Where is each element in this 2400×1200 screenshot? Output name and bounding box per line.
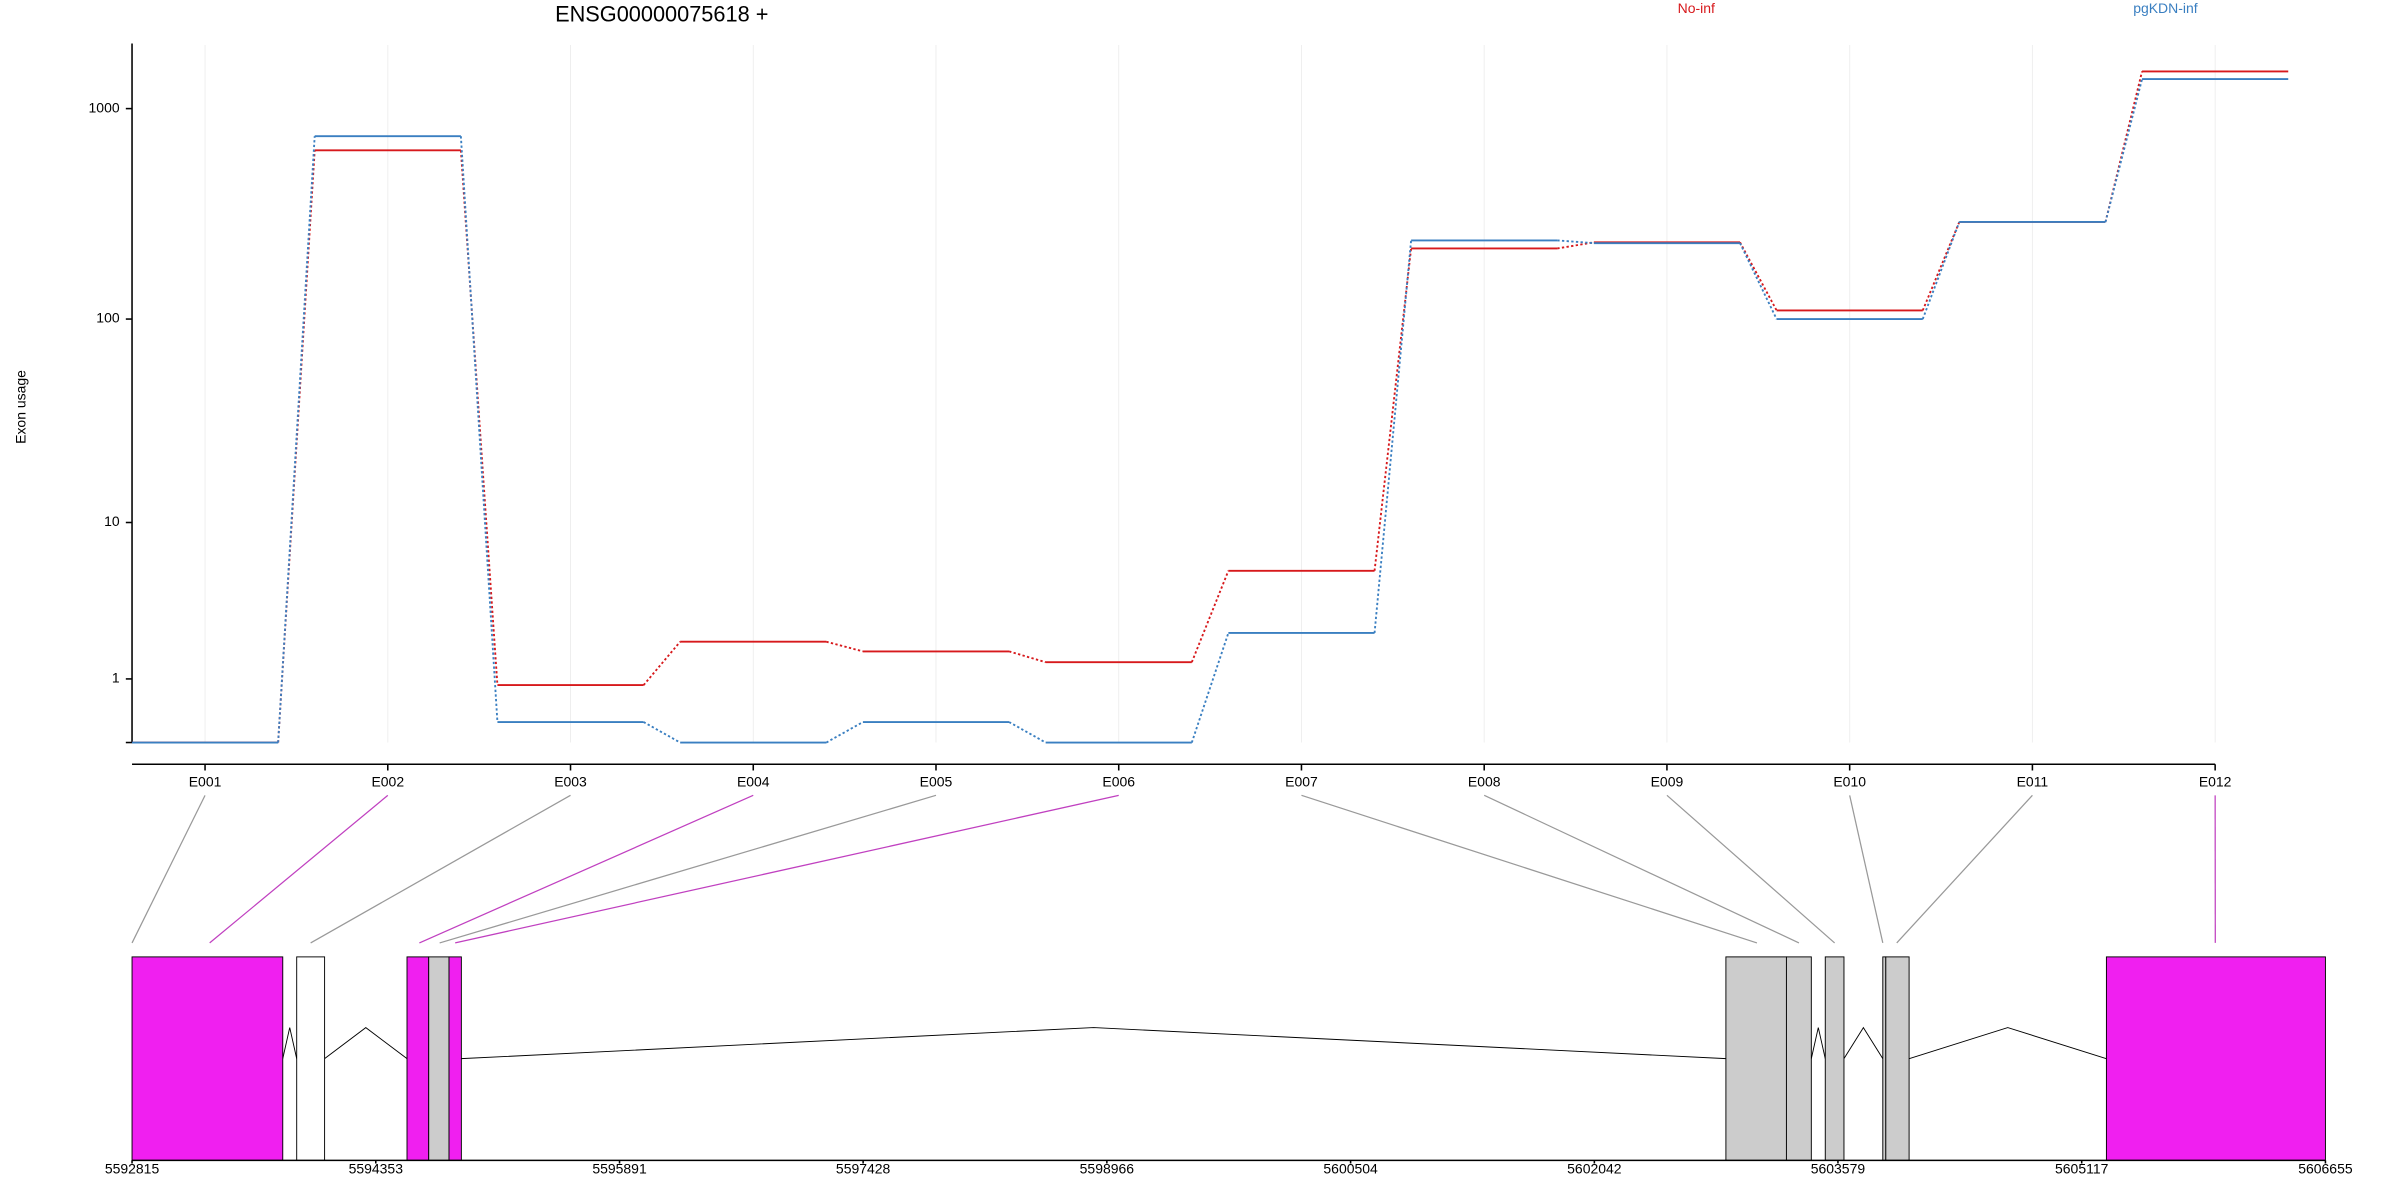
legend-label: No-inf — [1678, 0, 1715, 16]
intron — [1843, 1026, 1884, 1059]
connector — [1557, 239, 1594, 245]
x-tick-label: E005 — [920, 774, 953, 790]
connector — [1190, 632, 1230, 743]
genomic-tick-label: 5602042 — [1567, 1160, 1622, 1176]
connector — [277, 136, 316, 743]
genomic-tick-label: 5598966 — [1080, 1160, 1135, 1176]
x-tick-label: E003 — [554, 774, 587, 790]
exon-link — [439, 794, 937, 944]
genomic-tick-label: 5606655 — [2298, 1160, 2353, 1176]
exon-region — [131, 956, 284, 1161]
exon-link — [1301, 794, 1758, 944]
genomic-tick-label: 5595891 — [592, 1160, 647, 1176]
connector — [1921, 221, 1961, 311]
exon-link — [209, 794, 389, 944]
chart-title: ENSG00000075618 + — [555, 1, 768, 26]
exon-link — [131, 795, 206, 944]
genomic-tick-label: 5597428 — [836, 1160, 891, 1176]
connector — [643, 721, 681, 744]
connector — [826, 640, 864, 653]
intron — [461, 1027, 1726, 1060]
x-tick-label: E012 — [2199, 774, 2232, 790]
genomic-tick-label: 5594353 — [349, 1160, 404, 1176]
intron — [1908, 1027, 2107, 1060]
exon-region — [428, 956, 450, 1161]
x-tick-label: E006 — [1102, 774, 1135, 790]
connector — [1739, 241, 1778, 311]
connector — [2104, 71, 2143, 223]
connector — [1008, 650, 1046, 664]
connector — [1921, 221, 1961, 320]
intron — [282, 1027, 298, 1059]
genomic-tick-label: 5592815 — [105, 1160, 160, 1176]
connector — [2104, 78, 2143, 223]
exon-link — [419, 794, 754, 944]
exon-region — [1885, 956, 1910, 1161]
exon-link — [1896, 794, 2033, 944]
x-tick-label: E004 — [737, 774, 770, 790]
x-tick-label: E009 — [1651, 774, 1684, 790]
x-tick-label: E002 — [371, 774, 404, 790]
connector — [1373, 240, 1413, 634]
connector — [825, 721, 864, 744]
exon-region — [1785, 956, 1812, 1161]
exon-link — [310, 794, 571, 944]
connector — [459, 136, 499, 723]
genomic-tick-label: 5600504 — [1323, 1160, 1378, 1176]
intron — [324, 1026, 408, 1060]
y-tick-label: 100 — [96, 310, 120, 326]
x-tick-label: E008 — [1468, 774, 1501, 790]
genomic-tick-label: 5605117 — [2055, 1160, 2109, 1176]
exon-link — [1483, 794, 1800, 944]
y-tick-label: 1000 — [89, 99, 120, 115]
exon-region — [406, 956, 430, 1161]
connector — [1557, 241, 1594, 250]
intron — [1810, 1027, 1826, 1059]
x-tick-label: E001 — [189, 774, 222, 790]
x-tick-label: E011 — [2017, 774, 2049, 790]
x-tick-label: E007 — [1285, 774, 1318, 790]
connector — [1008, 721, 1047, 744]
exon-region — [448, 956, 462, 1161]
connector — [1739, 242, 1778, 320]
y-tick-label: 1 — [112, 670, 120, 686]
y-tick-label: 10 — [104, 513, 120, 529]
exon-link — [1849, 795, 1884, 944]
exon-region — [1725, 956, 1787, 1161]
y-axis-label: Exon usage — [12, 370, 28, 444]
x-tick-label: E010 — [1833, 774, 1866, 790]
exon-region — [296, 956, 326, 1161]
exon-region — [1824, 956, 1845, 1161]
genomic-tick-label: 5603579 — [1811, 1160, 1866, 1176]
legend-label: pgKDN-inf — [2133, 0, 2198, 16]
exon-region — [2105, 956, 2326, 1161]
exon-link — [1666, 794, 1836, 944]
exon-link — [455, 794, 1119, 944]
connector — [642, 641, 681, 686]
